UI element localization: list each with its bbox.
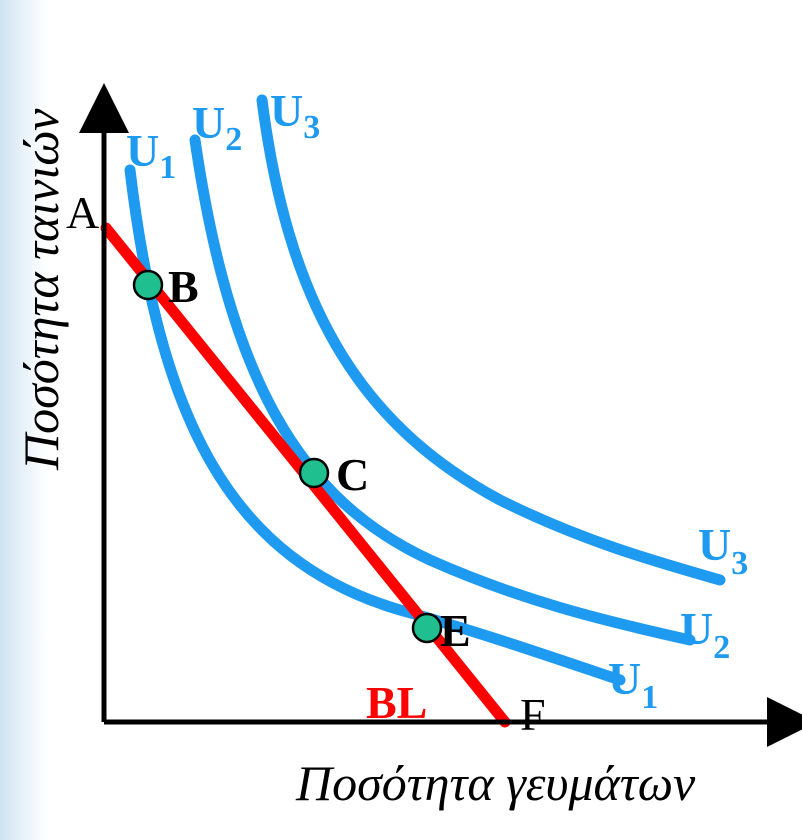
u3-right-label: U3 [698,519,748,582]
u1-right-sub: 1 [641,679,658,716]
u1-top-sub: 1 [159,149,176,186]
point-b-label: B [168,261,199,312]
u2-right-sub: 2 [713,629,730,666]
u1-top-label: U1 [126,125,176,186]
y-axis-title: Ποσότητα ταινιών [13,108,69,471]
indifference-curve-u3 [256,94,726,586]
indifference-curve-u1 [124,164,626,686]
u3-top-sub: 3 [303,109,320,146]
u1-right-name: U [608,653,641,704]
u3-right-name: U [698,519,731,570]
x-axis-title: Ποσότητα γευμάτων [295,755,696,811]
indifference-curve-u2 [189,134,696,646]
u3-top-label: U3 [270,85,320,146]
budget-line-label: BL [366,677,427,728]
budget-start-label: A [66,187,99,238]
u2-top-name: U [192,97,225,148]
u2-top-label: U2 [192,97,242,158]
budget-end-label: F [520,689,546,740]
u2-right-label: U2 [680,603,730,666]
point-b-marker [132,269,164,301]
u1-right-label: U1 [608,653,658,716]
point-e-marker [411,612,443,644]
point-c-label: C [336,449,369,500]
u2-right-name: U [680,603,713,654]
u2-top-sub: 2 [225,121,242,158]
u1-top-name: U [126,125,159,176]
u3-top-name: U [270,85,303,136]
point-c-marker [298,457,330,489]
side-gradient-decoration [0,0,46,840]
u3-right-sub: 3 [731,545,748,582]
point-e-label: E [440,605,471,656]
